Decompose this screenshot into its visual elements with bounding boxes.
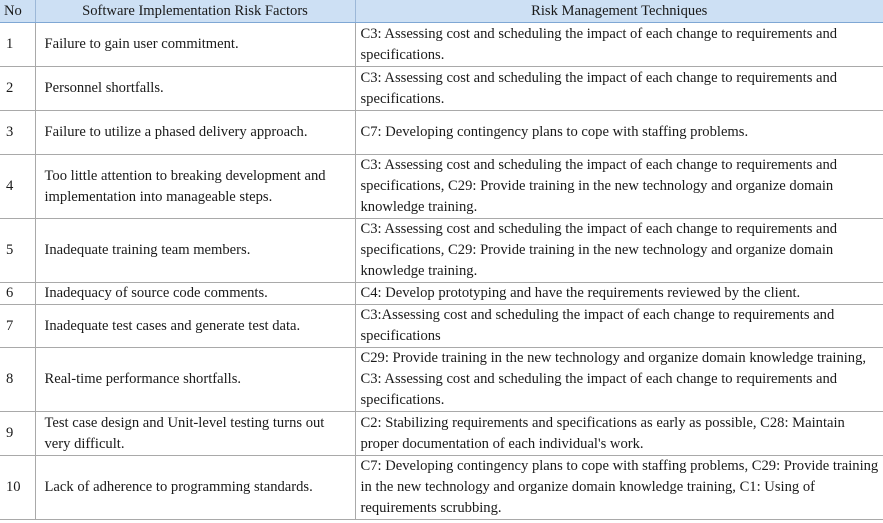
- risk-factor: Real-time performance shortfalls.: [35, 347, 356, 412]
- row-number: 9: [0, 411, 36, 456]
- table-row: 10 Lack of adherence to programming stan…: [0, 455, 883, 520]
- row-number: 8: [0, 347, 36, 412]
- row-number: 2: [0, 66, 36, 111]
- header-no: No: [0, 0, 36, 23]
- table-row: 3 Failure to utilize a phased delivery a…: [0, 110, 883, 155]
- risk-factor: Personnel shortfalls.: [35, 66, 356, 111]
- row-number: 4: [0, 154, 36, 219]
- risk-factor: Inadequate test cases and generate test …: [35, 304, 356, 348]
- risk-technique: C3: Assessing cost and scheduling the im…: [355, 22, 883, 67]
- risk-factor: Failure to gain user commitment.: [35, 22, 356, 67]
- risk-technique: C7: Developing contingency plans to cope…: [355, 110, 883, 155]
- row-number: 7: [0, 304, 36, 348]
- risk-technique: C29: Provide training in the new technol…: [355, 347, 883, 412]
- risk-factor: Inadequate training team members.: [35, 218, 356, 283]
- header-row: No Software Implementation Risk Factors …: [0, 0, 883, 23]
- row-number: 3: [0, 110, 36, 155]
- risk-factor: Test case design and Unit-level testing …: [35, 411, 356, 456]
- row-number: 10: [0, 455, 36, 520]
- table-row: 5 Inadequate training team members. C3: …: [0, 218, 883, 283]
- risk-technique: C2: Stabilizing requirements and specifi…: [355, 411, 883, 456]
- table-row: 2 Personnel shortfalls. C3: Assessing co…: [0, 66, 883, 111]
- row-number: 5: [0, 218, 36, 283]
- risk-factor: Failure to utilize a phased delivery app…: [35, 110, 356, 155]
- risk-technique: C4: Develop prototyping and have the req…: [355, 282, 883, 305]
- risk-technique: C7: Developing contingency plans to cope…: [355, 455, 883, 520]
- table-row: 4 Too little attention to breaking devel…: [0, 154, 883, 219]
- risk-technique: C3: Assessing cost and scheduling the im…: [355, 66, 883, 111]
- header-techniques: Risk Management Techniques: [355, 0, 883, 23]
- risk-technique: C3: Assessing cost and scheduling the im…: [355, 154, 883, 219]
- risk-factor: Inadequacy of source code comments.: [35, 282, 356, 305]
- table-row: 7 Inadequate test cases and generate tes…: [0, 304, 883, 348]
- table-row: 6 Inadequacy of source code comments. C4…: [0, 282, 883, 305]
- table-row: 9 Test case design and Unit-level testin…: [0, 411, 883, 456]
- row-number: 6: [0, 282, 36, 305]
- risk-technique: C3: Assessing cost and scheduling the im…: [355, 218, 883, 283]
- header-risk-factors: Software Implementation Risk Factors: [35, 0, 356, 23]
- table-row: 1 Failure to gain user commitment. C3: A…: [0, 22, 883, 67]
- row-number: 1: [0, 22, 36, 67]
- risk-factor: Lack of adherence to programming standar…: [35, 455, 356, 520]
- risk-technique: C3:Assessing cost and scheduling the imp…: [355, 304, 883, 348]
- risk-factor: Too little attention to breaking develop…: [35, 154, 356, 219]
- table-row: 8 Real-time performance shortfalls. C29:…: [0, 347, 883, 412]
